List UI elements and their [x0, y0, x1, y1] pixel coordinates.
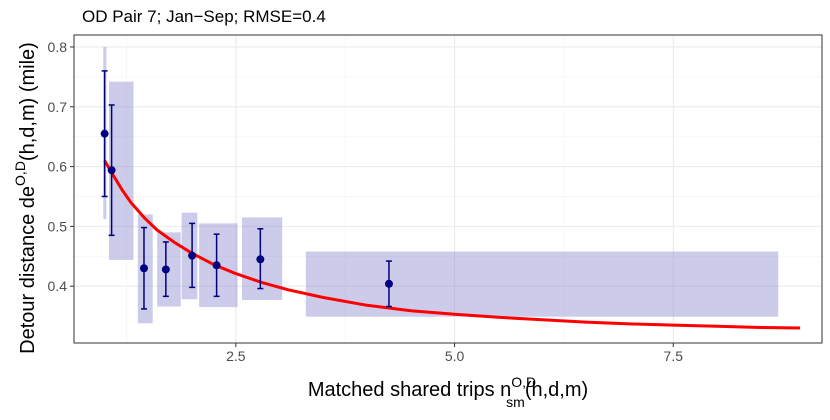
fit-curve [103, 159, 801, 330]
data-point [107, 166, 116, 175]
points [100, 129, 393, 288]
y-axis-label-suffix: (h,d,m) (mile) [17, 42, 39, 161]
y-tick-label: 0.8 [48, 39, 68, 55]
y-tick-label: 0.6 [48, 159, 68, 175]
data-point [188, 251, 197, 260]
y-tick-label: 0.5 [48, 218, 68, 234]
x-axis-ticks: 2.5 5.0 7.5 [226, 343, 683, 364]
bands [103, 46, 779, 324]
x-axis-label-sub: sm [506, 394, 525, 410]
panel-border [73, 34, 823, 344]
y-axis-ticks: 0.4 0.5 0.6 0.7 0.8 [48, 39, 74, 294]
grid [74, 35, 822, 343]
data-point [384, 279, 393, 288]
data-point [139, 264, 148, 273]
fit-curve-layer [103, 159, 801, 330]
y-tick-label: 0.4 [48, 278, 68, 294]
x-tick-label: 7.5 [664, 348, 684, 364]
y-tick-label: 0.7 [48, 99, 68, 115]
x-axis-label-suffix: (h,d,m) [525, 379, 588, 401]
x-axis-label-prefix: Matched shared trips n [308, 379, 511, 401]
data-point [256, 255, 265, 264]
data-point [100, 129, 109, 138]
x-axis-label-sup: O,D [511, 374, 536, 390]
data-point [161, 265, 170, 274]
x-tick-label: 2.5 [226, 348, 246, 364]
y-axis-label: Detour distance deO,D(h,d,m) (mile) [12, 42, 39, 354]
x-tick-label: 5.0 [445, 348, 465, 364]
band-rect [305, 251, 779, 317]
y-axis-label-prefix: Detour distance de [17, 186, 39, 354]
y-axis-label-sup: O,D [12, 161, 28, 186]
data-point [212, 261, 221, 270]
chart-title: OD Pair 7; Jan−Sep; RMSE=0.4 [82, 7, 326, 26]
x-axis-label: Matched shared trips nO,D sm(h,d,m) [308, 374, 588, 410]
